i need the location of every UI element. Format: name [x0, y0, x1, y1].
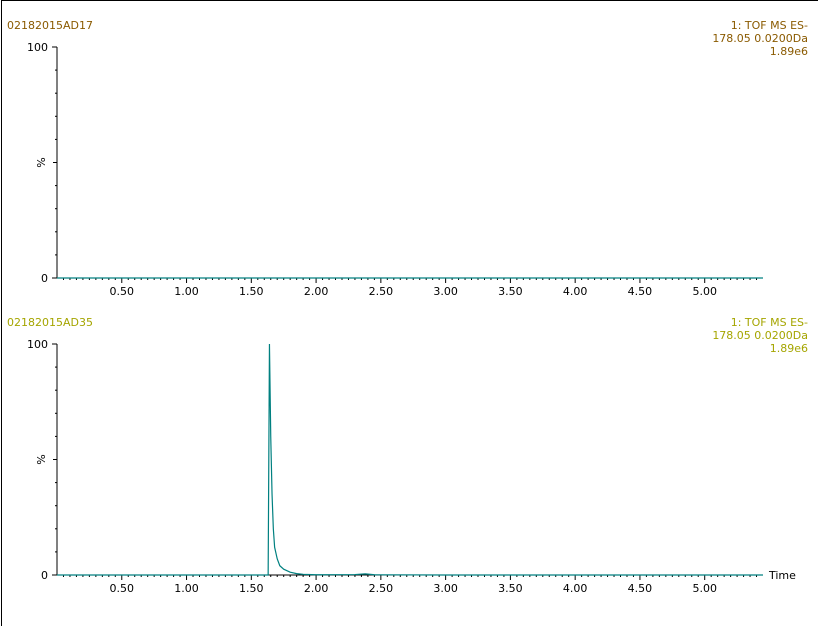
chromatogram-panel-2: 02182015AD35 1: TOF MS ES- 178.05 0.0200… [0, 297, 818, 597]
sample-name: 02182015AD35 [7, 316, 93, 329]
intensity-label: 1.89e6 [769, 45, 808, 58]
x-tick-label: 4.50 [628, 582, 653, 595]
x-tick-label: 2.00 [304, 582, 329, 595]
x-tick-label: 5.00 [692, 582, 717, 595]
function-label: 1: TOF MS ES- [730, 316, 808, 329]
x-tick-label: 0.50 [110, 285, 135, 298]
x-tick-label: 1.50 [239, 582, 264, 595]
x-tick-label: 1.00 [174, 582, 199, 595]
y-axis-label: % [35, 157, 48, 167]
x-tick-label: 0.50 [110, 582, 135, 595]
chromatogram-panel-1: 02182015AD17 1: TOF MS ES- 178.05 0.0200… [0, 0, 818, 300]
x-tick-label: 3.00 [433, 582, 458, 595]
chromatogram-plot-1: 0 100% 0.50 1.00 1.50 2.00 2.50 3.00 3.50 4.00 4.5… [27, 41, 763, 298]
intensity-label: 1.89e6 [769, 342, 808, 355]
x-tick-label: 3.00 [433, 285, 458, 298]
y-tick-label: 0 [41, 272, 48, 285]
chromatogram-trace [57, 343, 763, 576]
x-tick-label: 1.00 [174, 285, 199, 298]
x-tick-label: 1.50 [239, 285, 264, 298]
y-tick-label: 100 [27, 338, 48, 351]
sample-name: 02182015AD17 [7, 19, 93, 32]
x-tick-label: 4.00 [563, 285, 588, 298]
x-tick-label: 3.50 [498, 582, 523, 595]
x-tick-label: 2.50 [369, 582, 394, 595]
x-tick-label: 2.50 [369, 285, 394, 298]
trace-info: 1: TOF MS ES- 178.05 0.0200Da 1.89e6 [712, 316, 808, 355]
function-label: 1: TOF MS ES- [730, 19, 808, 32]
y-axis-label: % [35, 454, 48, 464]
y-tick-label: 100 [27, 41, 48, 54]
x-axis-label: Time [768, 569, 796, 582]
trace-info: 1: TOF MS ES- 178.05 0.0200Da 1.89e6 [712, 19, 808, 58]
chromatogram-plot-2: 0 100% 0.50 1.00 1.50 2.00 2.50 3.00 3.50 4.00 4.5… [27, 338, 796, 595]
x-tick-label: 3.50 [498, 285, 523, 298]
mass-window-label: 178.05 0.0200Da [712, 32, 808, 45]
x-tick-label: 5.00 [692, 285, 717, 298]
y-tick-label: 0 [41, 569, 48, 582]
x-tick-label: 2.00 [304, 285, 329, 298]
mass-window-label: 178.05 0.0200Da [712, 329, 808, 342]
x-tick-label: 4.50 [628, 285, 653, 298]
x-tick-label: 4.00 [563, 582, 588, 595]
